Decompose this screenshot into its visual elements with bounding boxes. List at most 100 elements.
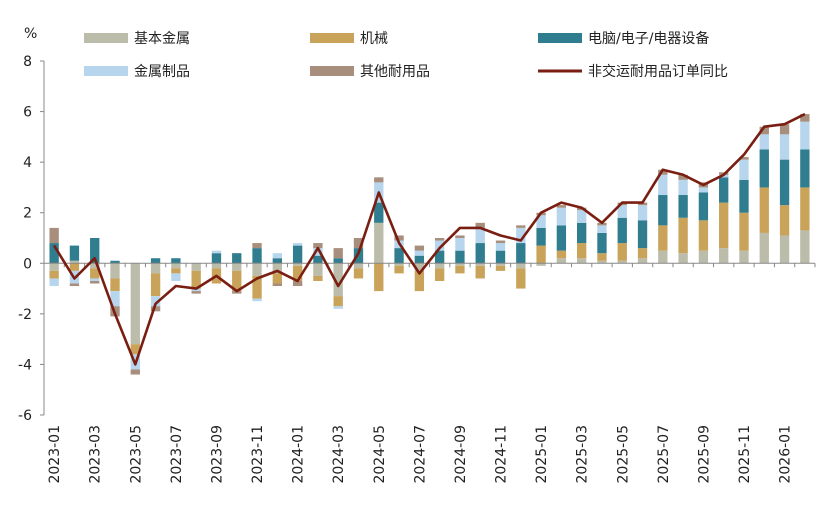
bar-segment (374, 202, 384, 223)
bar-segment (353, 248, 364, 264)
bar-segment (414, 250, 425, 256)
bar-segment (49, 243, 59, 264)
bar-segment (678, 195, 688, 218)
bar-segment (374, 222, 384, 264)
bar-segment (637, 248, 648, 259)
bar-segment (252, 298, 262, 302)
bar-segment (69, 263, 80, 271)
bar-segment (759, 134, 769, 150)
legend-swatch (310, 66, 354, 76)
bar-segment (800, 230, 810, 264)
bar-segment (292, 245, 303, 264)
bar-segment (191, 291, 201, 294)
line-series (52, 112, 806, 366)
bar-segment (698, 220, 709, 251)
x-tick-label: 2025-09 (696, 425, 712, 484)
x-tick-label: 2024-09 (453, 425, 469, 484)
x-tick-label: 2025-11 (737, 425, 753, 484)
y-tick-label: 4 (23, 155, 32, 171)
bar-segment (597, 253, 607, 261)
bar-segment (434, 238, 445, 241)
bar-segment (475, 227, 485, 244)
bar-segment (516, 263, 526, 269)
bar-segment (759, 126, 769, 135)
bar-segment (313, 275, 323, 281)
bar-segment (333, 258, 343, 264)
bar-segment (69, 283, 80, 287)
bar-segment (556, 250, 567, 259)
bar-segment (353, 268, 364, 279)
x-tick-label: 2025-07 (656, 425, 672, 484)
x-tick-label: 2025-01 (534, 425, 550, 484)
bar-segment (292, 280, 303, 287)
y-axis: 8 6 4 2 0 -2 -4 -6 (18, 54, 45, 424)
y-tick-label: -2 (18, 307, 32, 323)
bar-segment (414, 245, 425, 251)
bar-segment (678, 253, 688, 264)
bar-segment (394, 265, 404, 274)
bar-segment (252, 248, 262, 264)
x-tick-label: 2025-05 (615, 425, 631, 484)
x-tick-label: 2023-05 (128, 425, 144, 484)
legend-label: 金属制品 (134, 64, 190, 80)
legend-swatch (84, 33, 128, 43)
bar-segment (272, 263, 282, 274)
bars (49, 114, 810, 375)
bar-segment (211, 250, 222, 254)
legend-swatch (538, 33, 582, 43)
x-tick-label: 2023-09 (209, 425, 225, 484)
bar-segment (759, 187, 769, 233)
x-tick-label: 2023-07 (169, 425, 185, 484)
bar-segment (719, 248, 729, 264)
bar-segment (719, 202, 729, 249)
bar-segment (516, 225, 526, 228)
bar-segment (130, 263, 140, 345)
bar-segment (617, 217, 627, 244)
bar-segment (475, 265, 485, 279)
legend-swatch (310, 33, 354, 43)
bar-segment (658, 174, 668, 196)
y-tick-label: 8 (23, 54, 32, 70)
bar-segment (374, 263, 384, 292)
bar-segment (434, 263, 445, 269)
bar-segment (536, 245, 546, 264)
bar-segment (759, 232, 769, 264)
bar-segment (678, 217, 688, 254)
bar-segment (150, 296, 161, 307)
bar-segment (272, 283, 282, 287)
bar-segment (272, 273, 282, 284)
x-tick-label: 2026-01 (778, 425, 794, 484)
bar-segment (597, 260, 607, 264)
bar-segment (759, 149, 769, 188)
bar-segment (49, 278, 59, 287)
bar-segment (252, 243, 262, 249)
bar-segment (536, 215, 546, 228)
bar-segment (658, 195, 668, 226)
bar-segment (779, 124, 790, 135)
x-tick-label: 2024-11 (494, 425, 510, 484)
legend-label: 非交运耐用品订单同比 (588, 63, 728, 80)
bar-segment (800, 114, 810, 122)
bar-segment (658, 169, 668, 175)
bar-segment (516, 243, 526, 264)
bar-segment (171, 258, 181, 264)
bar-segment (150, 258, 161, 264)
x-tick-label: 2024-01 (291, 425, 307, 484)
bar-segment (90, 278, 100, 281)
bar-segment (637, 205, 648, 221)
bar-segment (577, 222, 587, 244)
bar-segment (333, 306, 343, 309)
bar-segment (455, 263, 465, 266)
bar-segment (556, 258, 567, 264)
x-tick-label: 2023-03 (88, 425, 104, 484)
bar-segment (333, 263, 343, 297)
bar-segment (272, 258, 282, 264)
legend-swatch (84, 66, 128, 76)
bar-segment (455, 250, 465, 264)
bar-segment (556, 207, 567, 226)
bar-segment (434, 250, 445, 264)
y-tick-label: -6 (18, 408, 32, 424)
bar-segment (434, 268, 445, 281)
